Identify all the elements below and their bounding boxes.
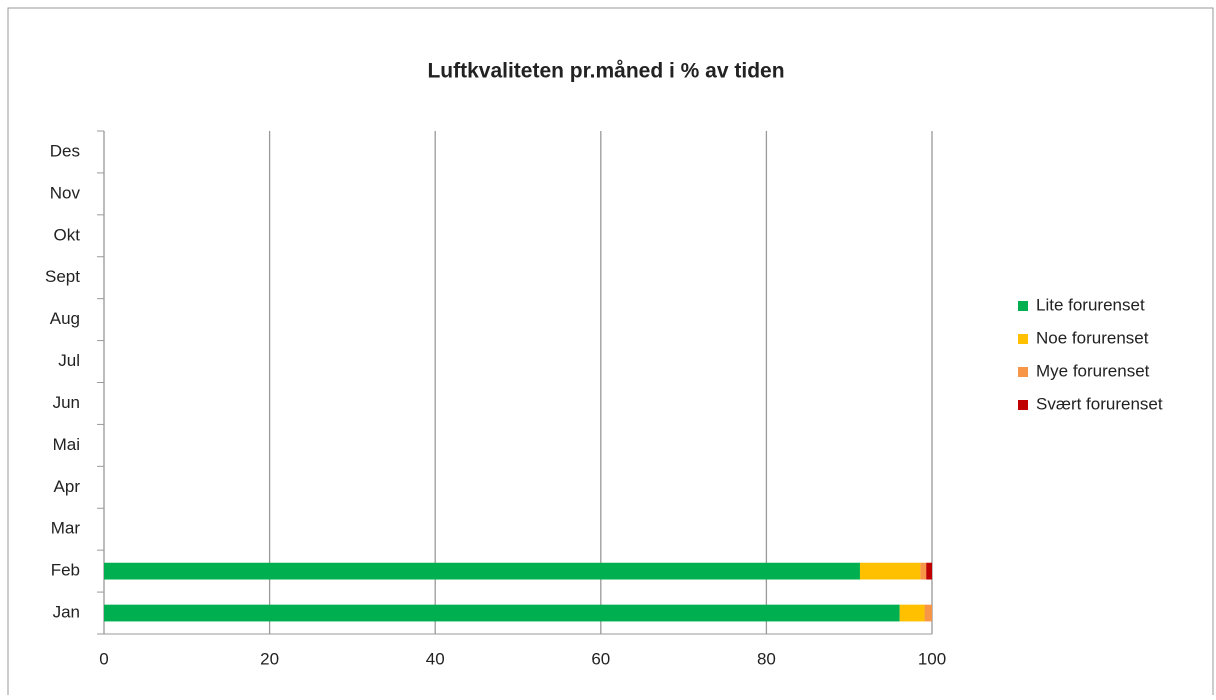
x-tick-label: 20: [260, 649, 279, 668]
legend-label: Noe forurenset: [1036, 328, 1149, 347]
x-tick-label: 0: [99, 649, 108, 668]
y-tick-label: Jul: [58, 351, 80, 370]
x-tick-label: 40: [426, 649, 445, 668]
y-tick-label: Des: [50, 141, 80, 160]
y-tick-label: Apr: [54, 477, 81, 496]
legend-swatch: [1018, 367, 1028, 377]
legend-swatch: [1018, 301, 1028, 311]
x-tick-label: 100: [918, 649, 946, 668]
bar-segment: [920, 562, 927, 580]
y-tick-label: Sept: [45, 267, 80, 286]
legend-label: Mye forurenset: [1036, 361, 1150, 380]
bar-segment: [924, 604, 932, 622]
y-tick-label: Aug: [50, 309, 80, 328]
bar-segment: [104, 604, 900, 622]
y-tick-label: Jun: [53, 393, 80, 412]
chart-title: Luftkvaliteten pr.måned i % av tiden: [427, 60, 784, 83]
legend-swatch: [1018, 400, 1028, 410]
y-tick-label: Jan: [53, 603, 80, 622]
chart-frame: [7, 7, 1214, 700]
y-tick-label: Mar: [51, 519, 81, 538]
y-tick-label: Okt: [54, 225, 81, 244]
x-tick-label: 60: [591, 649, 610, 668]
legend-label: Lite forurenset: [1036, 295, 1145, 314]
y-tick-label: Mai: [53, 435, 80, 454]
bar-segment: [926, 562, 932, 580]
bar-segment: [899, 604, 925, 622]
legend-label: Svært forurenset: [1036, 394, 1163, 413]
y-tick-label: Nov: [50, 183, 81, 202]
legend-swatch: [1018, 334, 1028, 344]
y-tick-label: Feb: [51, 561, 80, 580]
x-tick-label: 80: [757, 649, 776, 668]
bar-segment: [104, 562, 860, 580]
bar-segment: [859, 562, 921, 580]
